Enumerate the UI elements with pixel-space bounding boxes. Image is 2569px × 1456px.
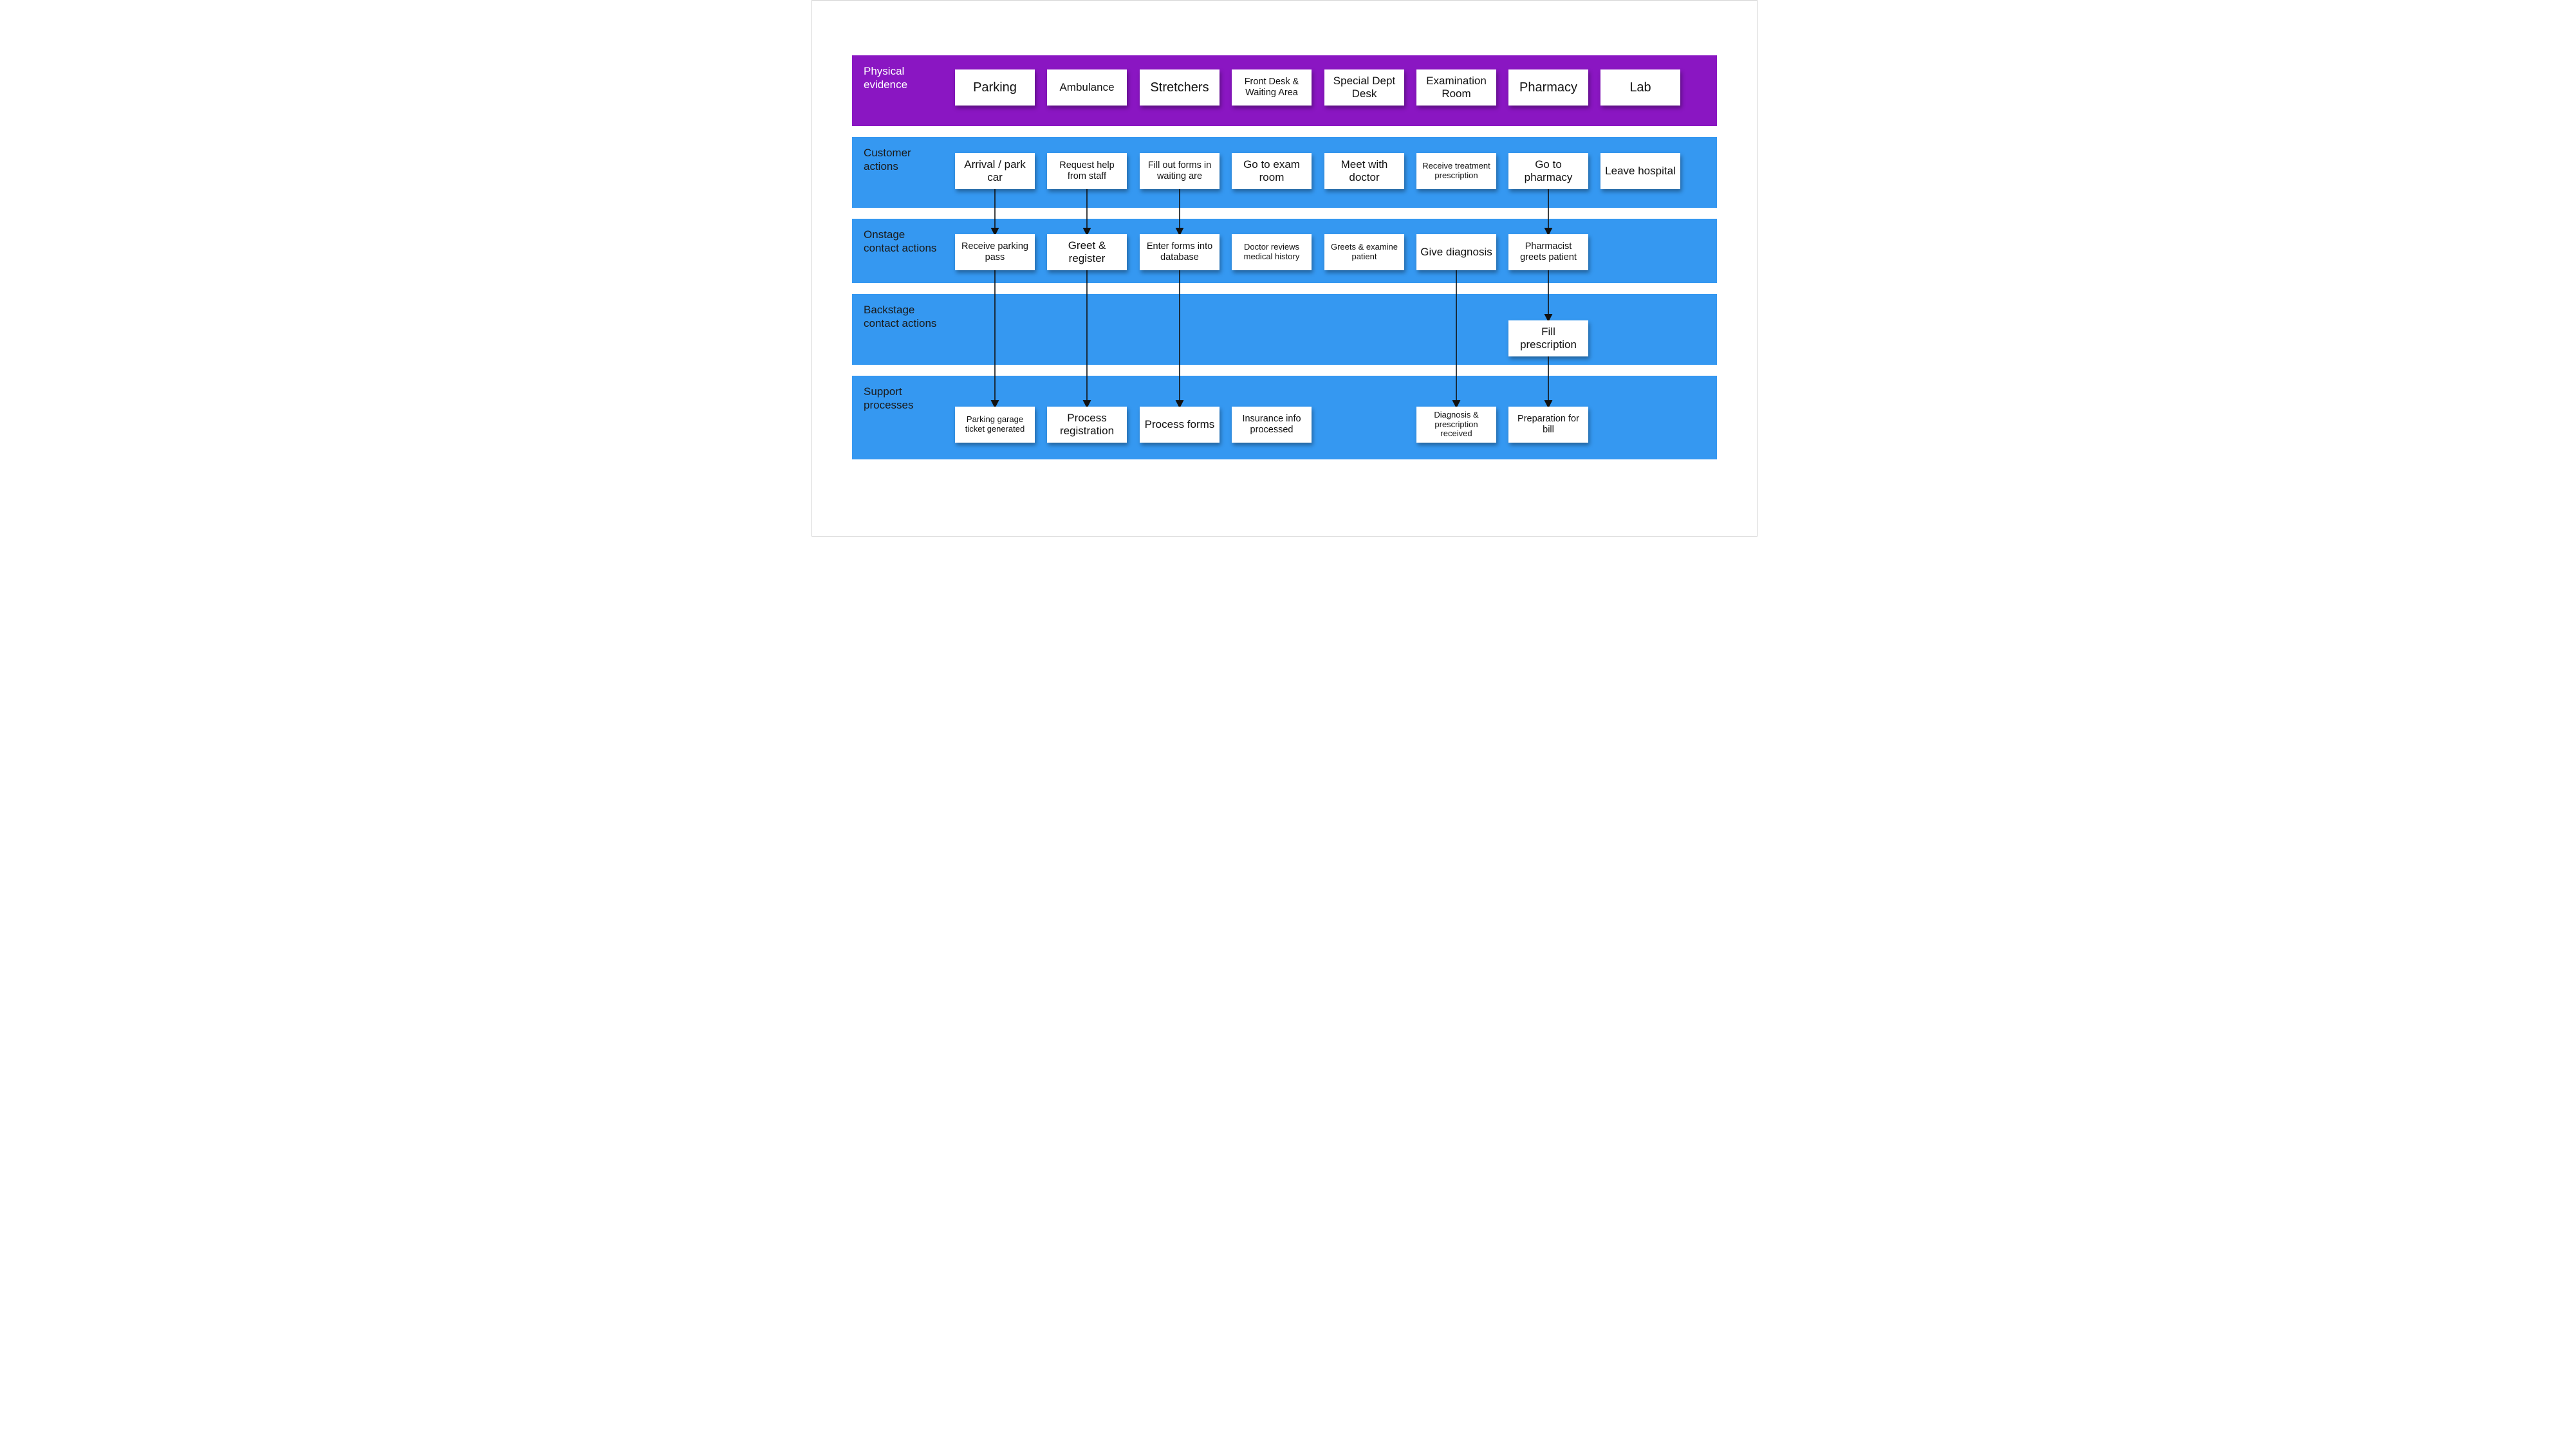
card-physical-evidence-4: Special Dept Desk	[1324, 69, 1404, 106]
lane-label-physical-evidence: Physical evidence	[864, 64, 907, 92]
card-physical-evidence-6: Pharmacy	[1508, 69, 1588, 106]
card-support-processes-0: Parking garage ticket generated	[955, 407, 1035, 443]
card-customer-actions-2: Fill out forms in waiting are	[1140, 153, 1220, 189]
card-physical-evidence-5: Examination Room	[1416, 69, 1496, 106]
card-onstage-contact-6: Pharmacist greets patient	[1508, 234, 1588, 270]
card-onstage-contact-3: Doctor reviews medical history	[1232, 234, 1312, 270]
card-customer-actions-1: Request help from staff	[1047, 153, 1127, 189]
card-customer-actions-3: Go to exam room	[1232, 153, 1312, 189]
card-customer-actions-6: Go to pharmacy	[1508, 153, 1588, 189]
card-support-processes-5: Diagnosis & prescription received	[1416, 407, 1496, 443]
lane-label-customer-actions: Customer actions	[864, 146, 911, 174]
card-physical-evidence-0: Parking	[955, 69, 1035, 106]
card-physical-evidence-3: Front Desk & Waiting Area	[1232, 69, 1312, 106]
lane-label-onstage-contact: Onstage contact actions	[864, 228, 936, 255]
card-support-processes-6: Preparation for bill	[1508, 407, 1588, 443]
card-physical-evidence-2: Stretchers	[1140, 69, 1220, 106]
card-onstage-contact-5: Give diagnosis	[1416, 234, 1496, 270]
card-onstage-contact-2: Enter forms into database	[1140, 234, 1220, 270]
card-support-processes-1: Process registration	[1047, 407, 1127, 443]
card-customer-actions-7: Leave hospital	[1600, 153, 1680, 189]
card-support-processes-3: Insurance info processed	[1232, 407, 1312, 443]
card-support-processes-2: Process forms	[1140, 407, 1220, 443]
card-onstage-contact-1: Greet & register	[1047, 234, 1127, 270]
card-customer-actions-4: Meet with doctor	[1324, 153, 1404, 189]
page-frame: Physical evidence Parking Ambulance Stretch…	[812, 0, 1757, 537]
lane-label-backstage-contact: Backstage contact actions	[864, 303, 936, 331]
card-onstage-contact-4: Greets & examine patient	[1324, 234, 1404, 270]
card-customer-actions-5: Receive treatment prescription	[1416, 153, 1496, 189]
service-blueprint-diagram: Physical evidence Parking Ambulance Stretch…	[852, 55, 1717, 510]
card-physical-evidence-7: Lab	[1600, 69, 1680, 106]
card-physical-evidence-1: Ambulance	[1047, 69, 1127, 106]
lane-label-support-processes: Support processes	[864, 385, 913, 412]
card-customer-actions-0: Arrival / park car	[955, 153, 1035, 189]
card-backstage-contact-6: Fill prescription	[1508, 320, 1588, 356]
card-onstage-contact-0: Receive parking pass	[955, 234, 1035, 270]
